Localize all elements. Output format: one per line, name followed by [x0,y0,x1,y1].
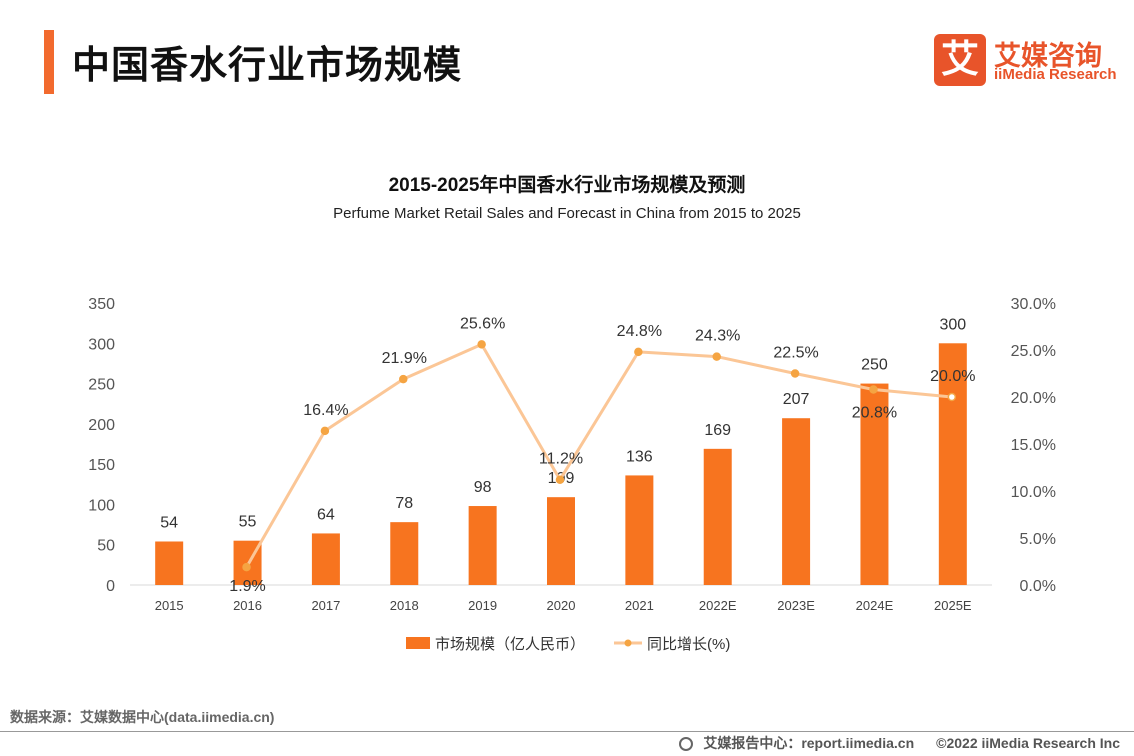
iimedia-logo: 艾 艾媒咨询 iiMedia Research [934,34,1117,86]
x-axis-tick-label: 2017 [311,598,340,613]
bar [390,522,419,585]
report-center-link[interactable]: 艾媒报告中心：report.iimedia.cn [703,735,915,751]
bar [468,506,497,585]
bar-value-label: 64 [317,506,335,523]
growth-value-label: 20.8% [852,404,897,421]
growth-value-label: 11.2% [539,451,583,468]
x-axis-tick-label: 2024E [856,598,894,613]
left-axis-tick-label: 250 [88,377,115,394]
right-axis-tick-label: 0.0% [1020,578,1056,595]
bar [311,533,340,585]
bar-value-label: 136 [626,448,653,465]
data-source: 数据来源：艾媒数据中心(data.iimedia.cn) [10,709,275,725]
chart-title: 2015-2025年中国香水行业市场规模及预测 [388,175,746,196]
x-axis-tick-label: 2021 [625,598,654,613]
growth-point [947,392,957,402]
bar [860,383,889,585]
logo-badge: 艾 [934,34,986,86]
growth-value-label: 24.8% [617,323,662,340]
footer: 艾媒报告中心：report.iimedia.cn ©2022 iiMedia Re… [673,733,1120,753]
right-axis-tick-label: 15.0% [1011,437,1056,454]
growth-value-label: 25.6% [460,315,505,332]
x-axis-tick-label: 2022E [699,598,737,613]
growth-value-label: 16.4% [303,402,348,419]
growth-point [555,475,565,484]
bar-value-label: 54 [160,514,178,531]
growth-line [245,342,952,568]
left-axis-tick-label: 50 [97,538,115,555]
bar-value-label: 250 [861,357,888,374]
growth-point [320,426,330,436]
left-axis-tick-label: 100 [88,497,115,514]
bar [155,541,184,585]
left-axis-tick-label: 300 [88,336,115,353]
left-axis-tick-label: 200 [88,417,115,434]
growth-value-label: 24.3% [695,328,740,345]
footer-divider [0,731,1134,732]
right-axis-tick-label: 5.0% [1020,531,1056,548]
left-axis-tick-label: 350 [88,296,115,313]
x-axis-tick-label: 2016 [233,598,262,613]
left-axis-tick-label: 0 [106,578,115,595]
growth-value-label: 20.0% [930,368,975,385]
x-axis-tick-label: 2015 [155,598,184,613]
bar [547,497,575,585]
growth-value-label: 21.9% [382,350,427,367]
growth-point [242,562,251,572]
growth-value-label: 22.5% [773,345,818,362]
x-axis-tick-label: 2025E [934,598,972,613]
bar [625,475,654,585]
right-axis-tick-label: 20.0% [1011,390,1056,407]
combo-chart: 0 50 100 150 200 250 300 350 0.0% 5.0% 10.0% 15.0% 2… [88,296,1056,653]
left-axis-tick-label: 150 [88,457,115,474]
legend-swatch-bar [406,637,430,649]
x-axis-tick-label: 2018 [390,598,419,613]
bar-value-label: 98 [474,479,492,496]
right-axis-tick-label: 30.0% [1011,296,1056,313]
x-axis-tick-label: 2019 [468,598,497,613]
bar [782,418,811,585]
x-axis-tick-label: 2020 [547,598,576,613]
growth-point [399,374,408,384]
chart-subtitle: Perfume Market Retail Sales and Forecast… [333,205,801,222]
globe-icon [679,737,694,751]
bar-value-label: 207 [783,391,810,408]
growth-point [477,340,486,349]
growth-value-label: 1.9% [229,578,265,595]
growth-point [634,347,643,357]
bar-value-label: 300 [939,316,966,333]
growth-point [790,369,800,378]
legend-label-line: 同比增长(%) [647,636,730,653]
bar-value-label: 78 [395,495,413,512]
right-axis-tick-label: 25.0% [1011,343,1056,360]
bar [703,448,732,585]
x-axis-tick-label: 2023E [777,598,815,613]
growth-point [869,385,878,394]
growth-point [712,352,721,361]
page-title: 中国香水行业市场规模 [72,45,463,87]
logo-english-name: iiMedia Research [994,66,1117,83]
bar [938,343,967,585]
logo-chinese-name: 艾媒咨询 [994,41,1102,71]
bar-value-label: 169 [704,422,731,439]
copyright: ©2022 iiMedia Research Inc [936,735,1120,751]
title-accent-bar [44,30,54,94]
legend-label-bar: 市场规模（亿人民币） [435,636,585,653]
bar-value-label: 55 [239,514,257,531]
right-axis-tick-label: 10.0% [1011,484,1056,501]
legend-swatch-marker [624,639,632,647]
